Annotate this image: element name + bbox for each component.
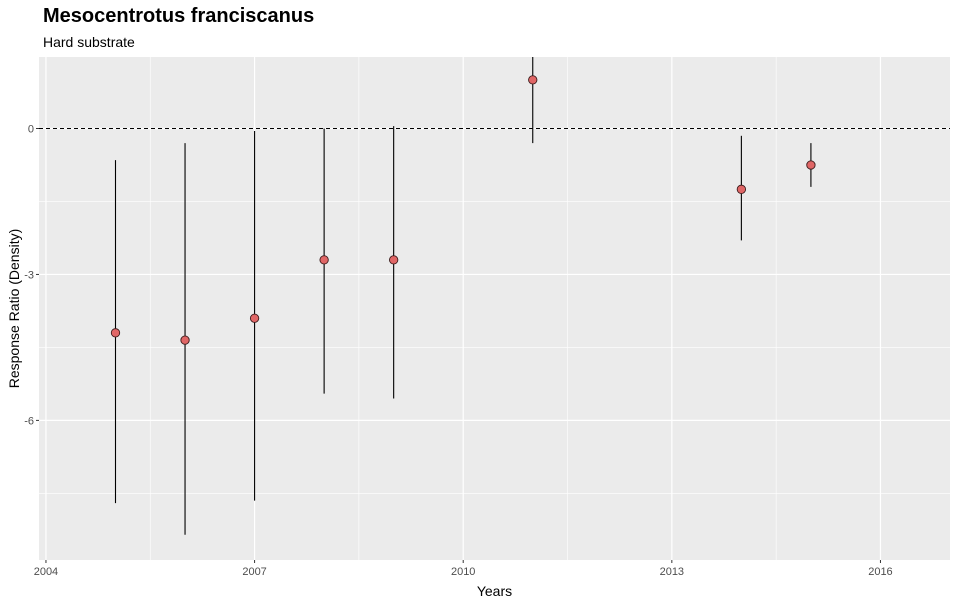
x-tick-label: 2016 xyxy=(868,566,892,578)
data-point xyxy=(736,184,747,194)
grid-minor xyxy=(39,57,950,560)
plot-panel xyxy=(39,57,950,560)
y-tick-label: -6 xyxy=(24,415,34,427)
chart-subtitle: Hard substrate xyxy=(43,34,135,50)
data-point xyxy=(528,75,538,85)
x-axis-ticks: 2004 2007 2010 2013 2016 xyxy=(34,560,893,578)
x-tick-label: 2007 xyxy=(242,566,266,578)
y-tick-label: -3 xyxy=(24,269,34,281)
x-tick-label: 2004 xyxy=(34,566,58,578)
data-point xyxy=(180,335,190,345)
y-axis-ticks: -6 -3 0 xyxy=(24,124,39,427)
x-tick-label: 2010 xyxy=(451,566,475,578)
y-tick-label: 0 xyxy=(28,124,34,136)
x-axis-title: Years xyxy=(477,583,512,599)
data-point xyxy=(110,328,121,338)
x-tick-label: 2013 xyxy=(660,566,684,578)
chart-title: Mesocentrotus franciscanus xyxy=(43,5,315,27)
data-point xyxy=(319,255,329,265)
y-axis-title: Response Ratio (Density) xyxy=(6,229,22,389)
data-point xyxy=(389,255,399,265)
data-point xyxy=(249,313,260,323)
data-points xyxy=(110,75,816,345)
data-point xyxy=(806,160,816,170)
